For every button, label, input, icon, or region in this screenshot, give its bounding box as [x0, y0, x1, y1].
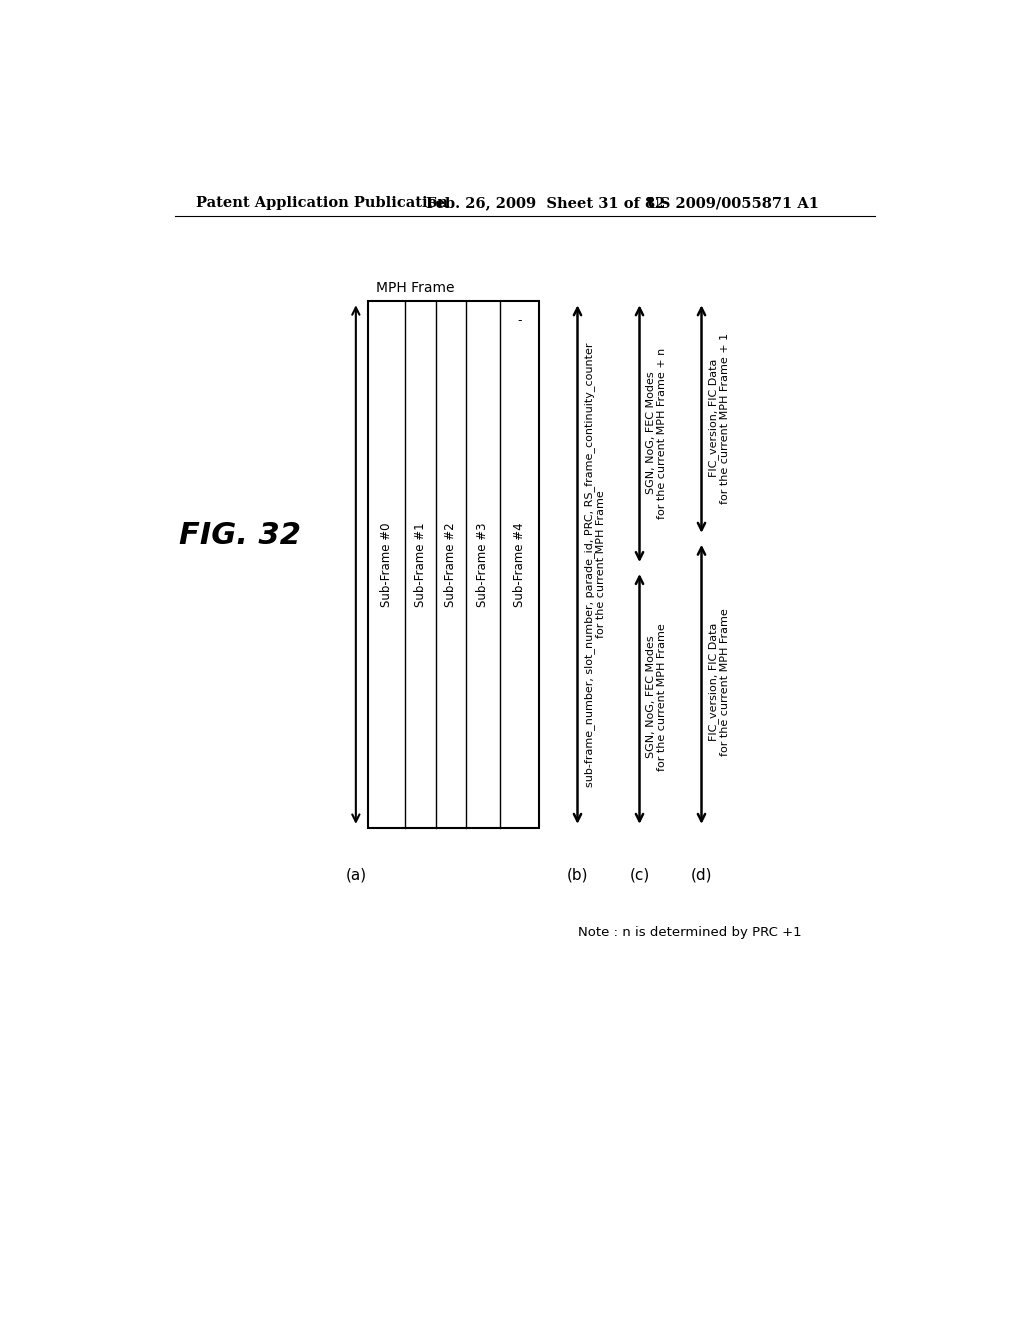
- Text: US 2009/0055871 A1: US 2009/0055871 A1: [647, 197, 819, 210]
- Text: Feb. 26, 2009  Sheet 31 of 82: Feb. 26, 2009 Sheet 31 of 82: [426, 197, 666, 210]
- Text: FIC_version, FIC Data
for the current MPH Frame: FIC_version, FIC Data for the current MP…: [708, 609, 730, 756]
- Text: Sub-Frame #1: Sub-Frame #1: [414, 523, 427, 607]
- Text: Note : n is determined by PRC +1: Note : n is determined by PRC +1: [578, 925, 801, 939]
- Text: -: -: [517, 314, 521, 326]
- Text: SGN, NoG, FEC Modes
for the current MPH Frame: SGN, NoG, FEC Modes for the current MPH …: [646, 623, 668, 771]
- Text: Sub-Frame #3: Sub-Frame #3: [476, 523, 489, 607]
- Text: (b): (b): [566, 867, 588, 882]
- Text: SGN, NoG, FEC Modes
for the current MPH Frame + n: SGN, NoG, FEC Modes for the current MPH …: [646, 347, 668, 519]
- Text: (c): (c): [630, 867, 649, 882]
- Text: Sub-Frame #4: Sub-Frame #4: [513, 523, 526, 607]
- Bar: [369, 301, 539, 829]
- Text: Sub-Frame #2: Sub-Frame #2: [444, 523, 458, 607]
- Text: MPH Frame: MPH Frame: [376, 281, 455, 294]
- Text: FIG. 32: FIG. 32: [179, 521, 301, 550]
- Text: Patent Application Publication: Patent Application Publication: [197, 197, 449, 210]
- Text: FIC_version, FIC Data
for the current MPH Frame + 1: FIC_version, FIC Data for the current MP…: [708, 333, 730, 504]
- Text: sub-frame_number, slot_number, parade_id, PRC, RS_frame_continuity_counter
for t: sub-frame_number, slot_number, parade_id…: [584, 342, 606, 787]
- Text: (d): (d): [691, 867, 713, 882]
- Text: Sub-Frame #0: Sub-Frame #0: [380, 523, 393, 607]
- Text: (a): (a): [345, 867, 367, 882]
